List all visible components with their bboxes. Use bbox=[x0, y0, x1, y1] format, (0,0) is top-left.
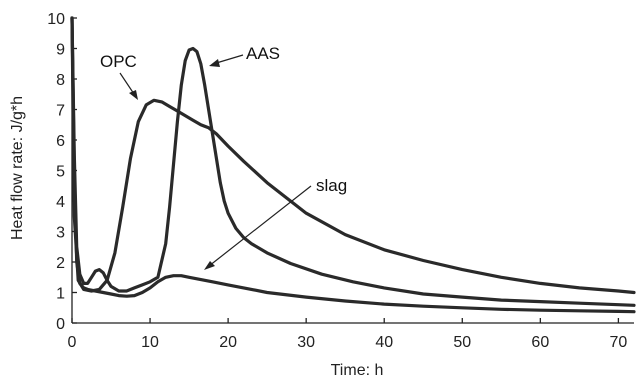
y-tick-label: 0 bbox=[56, 316, 65, 333]
x-tick-label: 70 bbox=[609, 334, 627, 351]
x-tick-label: 20 bbox=[219, 334, 237, 351]
y-tick-label: 4 bbox=[56, 194, 65, 211]
series-layer bbox=[70, 16, 636, 314]
annotation-opc: OPC bbox=[100, 52, 137, 71]
y-tick-label: 6 bbox=[56, 133, 65, 150]
y-tick-label: 2 bbox=[56, 255, 65, 272]
y-tick-label: 8 bbox=[56, 72, 65, 89]
x-tick-label: 10 bbox=[141, 334, 159, 351]
y-tick-label: 1 bbox=[56, 286, 65, 303]
y-tick-label: 10 bbox=[47, 11, 65, 28]
x-ticks: 0 10 20 30 40 50 60 70 bbox=[68, 318, 627, 351]
annotation-opc-arrowhead bbox=[129, 90, 138, 100]
series-line-aas bbox=[70, 16, 636, 307]
annotations: OPC AAS slag bbox=[100, 44, 347, 270]
y-tick-label: 9 bbox=[56, 42, 65, 59]
annotation-aas-arrowhead bbox=[209, 59, 220, 67]
annotation-slag: slag bbox=[316, 176, 347, 195]
x-tick-label: 60 bbox=[531, 334, 549, 351]
x-axis-title: Time: h bbox=[331, 362, 384, 379]
y-axis-title: Heat flow rate: J/g*h bbox=[9, 96, 26, 240]
y-tick-label: 5 bbox=[56, 164, 65, 181]
y-tick-label: 3 bbox=[56, 225, 65, 242]
x-tick-label: 30 bbox=[297, 334, 315, 351]
y-ticks: 0 1 2 3 4 5 6 7 8 9 10 bbox=[47, 11, 77, 333]
x-tick-label: 50 bbox=[453, 334, 471, 351]
series-line-opc bbox=[70, 16, 636, 295]
y-tick-label: 7 bbox=[56, 103, 65, 120]
annotation-slag-arrowhead bbox=[204, 261, 215, 270]
x-tick-label: 40 bbox=[375, 334, 393, 351]
series-line-slag bbox=[70, 16, 636, 314]
x-tick-label: 0 bbox=[68, 334, 77, 351]
annotation-aas: AAS bbox=[246, 44, 280, 63]
annotation-slag-arrow bbox=[208, 185, 312, 267]
